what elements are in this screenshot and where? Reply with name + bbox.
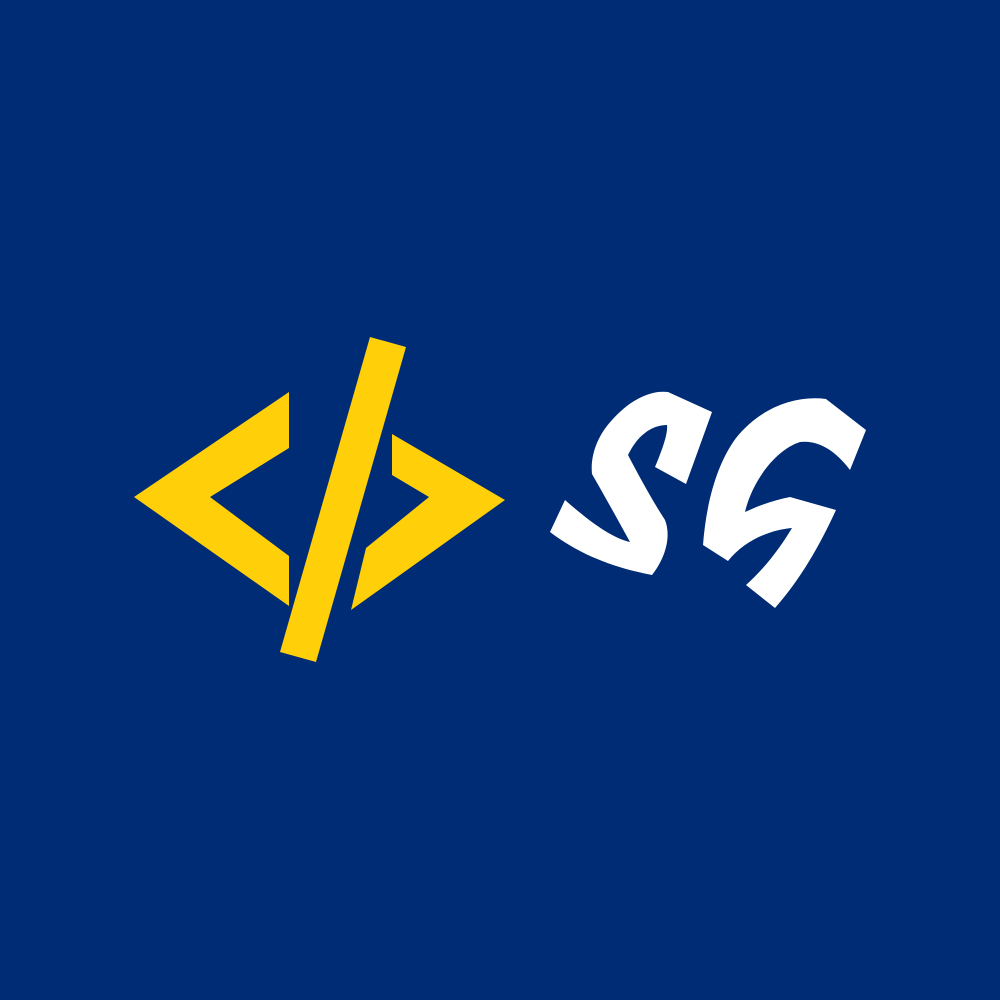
- code-brackets-icon: [134, 337, 505, 662]
- left-bracket: [134, 392, 289, 606]
- right-bracket: [351, 434, 505, 610]
- letter-g: [703, 398, 866, 608]
- slash: [280, 337, 406, 662]
- letter-s: [550, 391, 712, 575]
- sg-lettering: [550, 391, 866, 608]
